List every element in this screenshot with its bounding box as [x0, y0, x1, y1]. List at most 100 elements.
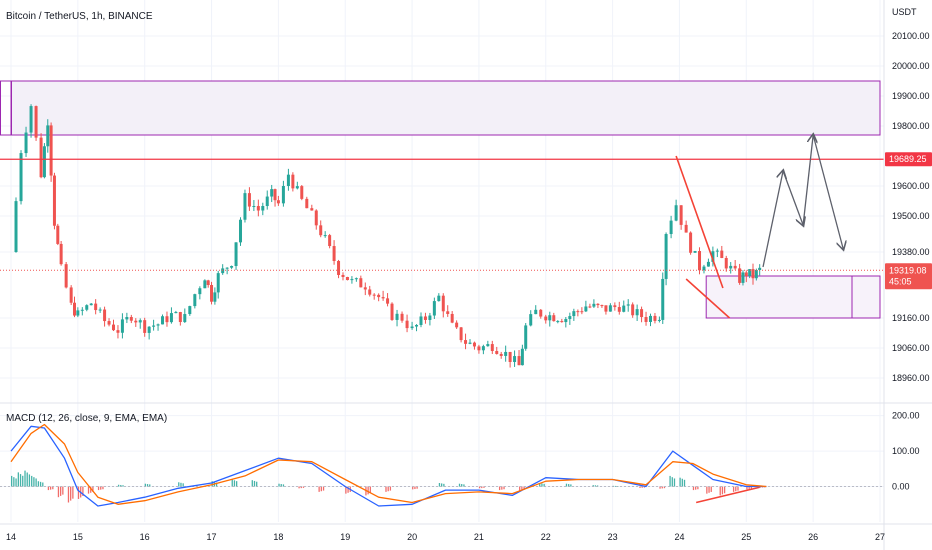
price-tick-label: 18960.00	[892, 373, 930, 383]
candle-body	[300, 186, 304, 199]
projection-arrow[interactable]	[802, 135, 813, 226]
candle-body	[125, 317, 129, 320]
candle-body	[134, 320, 138, 323]
candle-body	[363, 287, 367, 290]
user-drawings[interactable]	[675, 134, 843, 504]
candle-body	[490, 344, 494, 351]
date-tick-label: 16	[140, 532, 150, 542]
candle-body	[42, 146, 46, 178]
candle-body	[504, 351, 508, 356]
candle-body	[604, 305, 608, 312]
candle-body	[225, 267, 229, 269]
macd-histogram-bar	[594, 485, 597, 487]
macd-histogram-bar	[389, 486, 392, 491]
macd-histogram-bar	[570, 484, 572, 487]
candle-body	[354, 278, 358, 280]
macd-histogram-bar	[231, 479, 233, 487]
candle-body	[381, 297, 385, 299]
macd-histogram-bar	[72, 486, 74, 499]
macd-histogram-bar	[748, 486, 750, 490]
macd-panel	[0, 423, 884, 507]
candle-body	[698, 251, 702, 271]
macd-histogram-bar	[461, 484, 463, 487]
resistance-badge	[885, 152, 932, 167]
candle-body	[239, 219, 243, 243]
horizontal-lines[interactable]	[0, 158, 884, 271]
macd-histogram-bar	[614, 485, 617, 487]
macd-indicator-label: MACD (12, 26, close, 9, EMA, EMA)	[6, 413, 167, 424]
candle-body	[261, 206, 265, 211]
candle-body	[552, 315, 556, 322]
countdown-badge-text: 45:05	[889, 276, 912, 286]
candle-body	[252, 206, 256, 208]
macd-histogram-bar	[26, 472, 28, 487]
last-price-badge	[885, 263, 932, 290]
macd-histogram-bar	[596, 485, 599, 487]
macd-histogram-bar	[120, 484, 122, 487]
candle-body	[73, 302, 77, 316]
price-zone[interactable]	[705, 275, 881, 319]
candle-body	[432, 301, 436, 316]
macd-histogram-bar	[233, 480, 236, 487]
macd-histogram-bar	[663, 486, 666, 489]
candle-body	[193, 294, 197, 307]
macd-histogram-bar	[102, 486, 104, 490]
candle-body	[626, 304, 630, 306]
macd-histogram-bar	[441, 483, 443, 487]
candle-body	[116, 330, 120, 333]
price-zone[interactable]	[10, 80, 881, 136]
candle-body	[46, 125, 50, 147]
macd-tick-label: 200.00	[892, 411, 920, 421]
candle-body	[679, 205, 683, 225]
macd-histogram-bar	[695, 486, 697, 490]
candle-body	[572, 311, 576, 317]
macd-histogram-bar	[503, 486, 505, 490]
candle-body	[69, 287, 73, 303]
candle-body	[372, 294, 376, 296]
macd-histogram-bar	[117, 484, 120, 487]
candle-body	[520, 348, 524, 366]
wedge-upper-line[interactable]	[675, 155, 724, 289]
projection-arrow[interactable]	[762, 171, 783, 268]
candle-body	[390, 303, 394, 320]
candle-body	[138, 320, 142, 323]
price-unit-label: USDT	[892, 7, 917, 17]
candle-body	[281, 185, 285, 204]
purple-zones[interactable]	[0, 80, 881, 319]
candle-body	[459, 327, 463, 341]
macd-divergence-line[interactable]	[695, 486, 760, 504]
candle-body	[386, 298, 390, 304]
candle-body	[210, 285, 214, 302]
symbol-title: Bitcoin / TetherUS, 1h, BINANCE	[6, 11, 153, 22]
macd-histogram-bar	[345, 486, 347, 494]
date-tick-label: 23	[608, 532, 618, 542]
candle-body	[234, 242, 238, 267]
resistance-badge-text: 19689.25	[889, 154, 927, 164]
macd-histogram-bar	[144, 483, 146, 487]
candle-body	[706, 261, 710, 267]
candle-body	[468, 342, 472, 344]
macd-histogram-bar	[215, 482, 218, 487]
candle-body	[674, 205, 678, 221]
projection-arrow[interactable]	[812, 134, 843, 249]
candle-body	[524, 325, 528, 349]
candle-body	[49, 125, 53, 176]
macd-histogram-bar	[671, 477, 673, 487]
candle-body	[178, 312, 182, 323]
projection-arrow[interactable]	[782, 170, 803, 225]
macd-tick-label: 0.00	[892, 482, 910, 492]
macd-histogram-bar	[17, 472, 19, 487]
candle-body	[29, 106, 33, 133]
candle-body	[724, 258, 728, 269]
date-tick-label: 18	[273, 532, 283, 542]
candle-body	[653, 315, 657, 321]
macd-histogram-bar	[87, 486, 90, 494]
price-tick-label: 20100.00	[892, 31, 930, 41]
macd-histogram-bar	[697, 486, 699, 490]
macd-histogram-bar	[483, 486, 485, 488]
macd-histogram-bar	[22, 475, 24, 487]
wedge-lower-line[interactable]	[685, 278, 731, 319]
candle-body	[34, 106, 38, 138]
